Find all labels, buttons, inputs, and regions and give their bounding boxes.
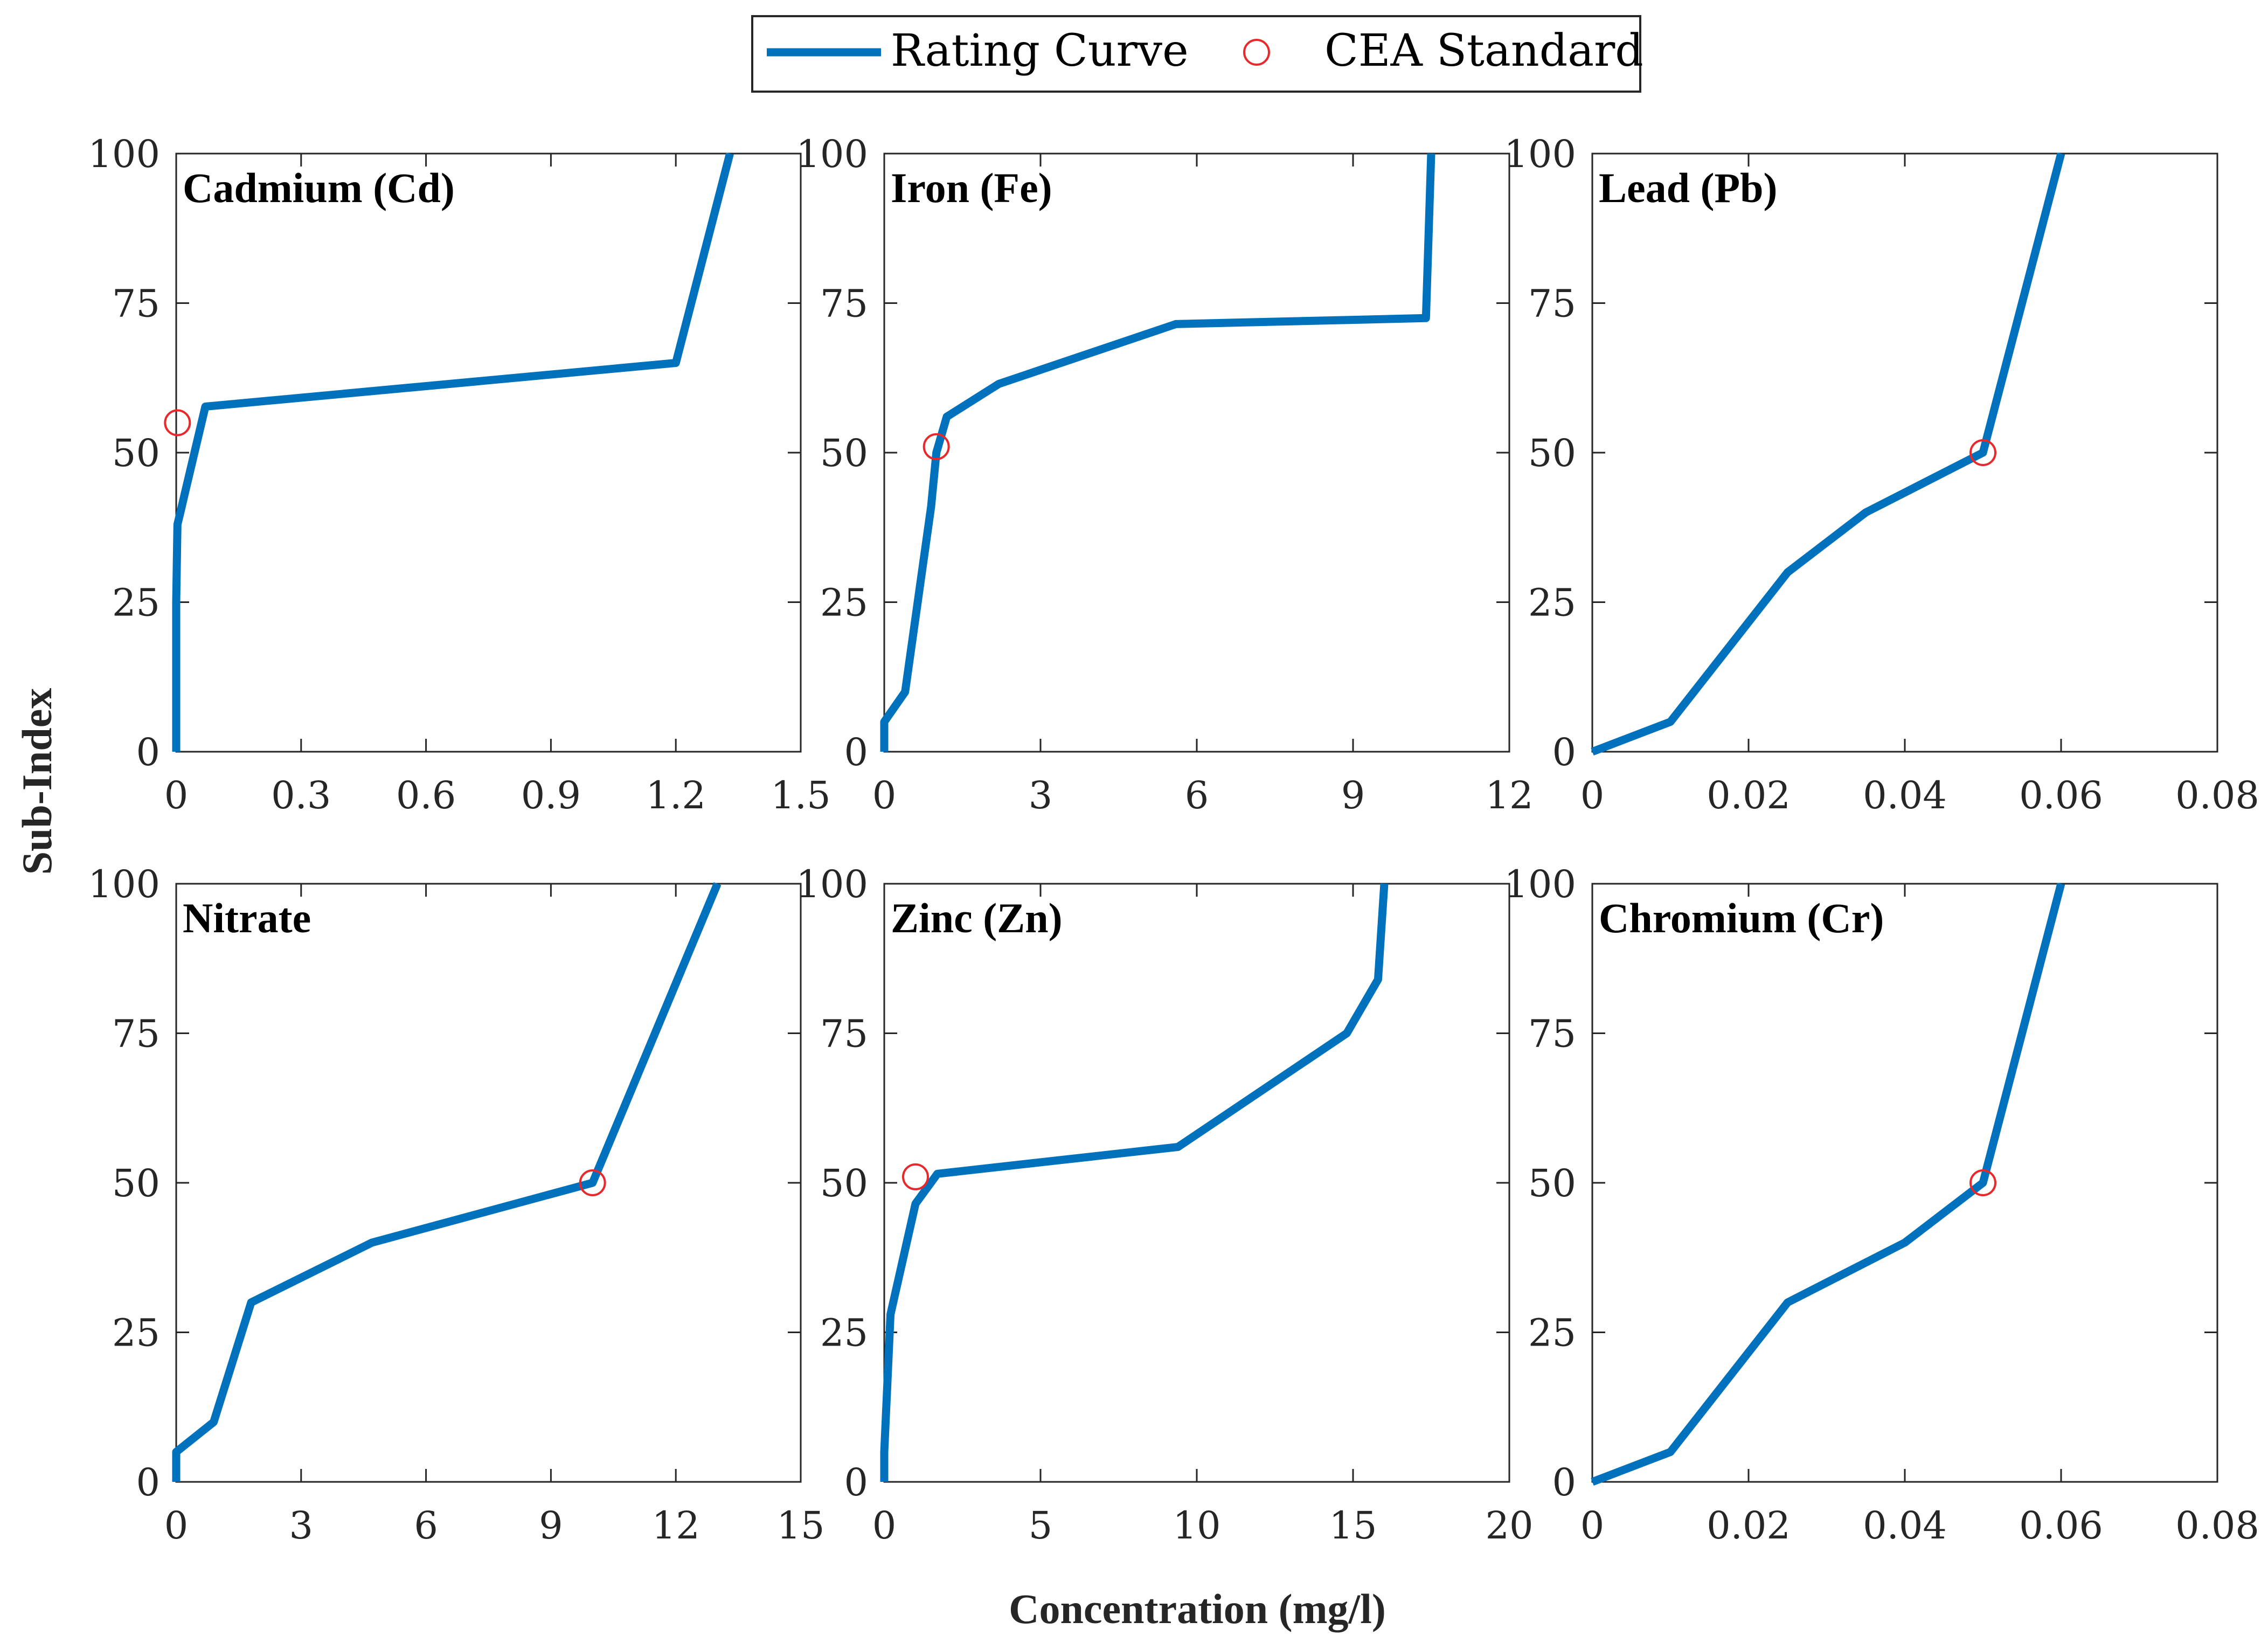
x-tick-label-iron-fe: 0 xyxy=(872,773,897,817)
y-tick-label-cadmium-cd: 50 xyxy=(112,431,160,475)
x-tick-label-cadmium-cd: 0.6 xyxy=(396,773,456,817)
y-tick-label-iron-fe: 100 xyxy=(796,132,868,176)
x-tick-label-iron-fe: 12 xyxy=(1485,773,1533,817)
legend: Rating Curve CEA Standard xyxy=(751,15,1643,93)
x-tick-label-nitrate: 6 xyxy=(414,1503,438,1548)
x-tick-label-cadmium-cd: 1.5 xyxy=(771,773,830,817)
cea-standard-marker-cadmium-cd xyxy=(164,409,191,436)
x-tick-label-zinc-zn: 0 xyxy=(872,1503,897,1548)
x-tick-label-iron-fe: 3 xyxy=(1029,773,1053,817)
x-tick-label-lead-pb: 0.08 xyxy=(2175,773,2259,817)
x-tick-label-lead-pb: 0 xyxy=(1580,773,1605,817)
y-tick-label-iron-fe: 75 xyxy=(820,282,868,326)
panel-title-zinc-zn: Zinc (Zn) xyxy=(891,895,1063,941)
x-tick-label-chromium-cr: 0.06 xyxy=(2019,1503,2103,1548)
y-tick-label-nitrate: 75 xyxy=(112,1012,160,1056)
panel-iron-fe: 0 3 6 9 12 0 25 50 75 100 Iron (Fe) xyxy=(796,132,1533,817)
y-tick-label-nitrate: 50 xyxy=(112,1161,160,1205)
panel-zinc-zn: 0 5 10 15 20 0 25 50 75 100 Zinc (Zn) xyxy=(796,862,1533,1548)
y-tick-label-zinc-zn: 25 xyxy=(820,1311,868,1355)
legend-label-rating-curve: Rating Curve xyxy=(891,25,1189,77)
panel-lead-pb: 0 0.02 0.04 0.06 0.08 0 25 50 75 100 Lead (Pb) xyxy=(1504,132,2259,817)
y-tick-label-lead-pb: 25 xyxy=(1528,581,1576,625)
x-tick-label-nitrate: 9 xyxy=(539,1503,563,1548)
panel-title-iron-fe: Iron (Fe) xyxy=(891,164,1052,211)
x-tick-label-iron-fe: 6 xyxy=(1185,773,1209,817)
x-tick-label-cadmium-cd: 0.9 xyxy=(521,773,581,817)
y-tick-label-zinc-zn: 100 xyxy=(796,862,868,906)
panel-cadmium-cd: 0 0.3 0.6 0.9 1.2 1.5 0 25 50 75 100 Cadmium (Cd) xyxy=(88,132,830,817)
y-tick-label-zinc-zn: 0 xyxy=(844,1460,868,1505)
x-tick-label-cadmium-cd: 1.2 xyxy=(646,773,706,817)
y-tick-label-chromium-cr: 50 xyxy=(1528,1161,1576,1205)
y-tick-label-cadmium-cd: 100 xyxy=(88,132,160,176)
x-axis-title: Concentration (mg/l) xyxy=(1009,1585,1386,1632)
cea-standard-marker-lead-pb xyxy=(1969,439,1996,466)
x-tick-label-chromium-cr: 0 xyxy=(1580,1503,1605,1548)
y-tick-label-cadmium-cd: 75 xyxy=(112,282,160,326)
x-tick-label-lead-pb: 0.02 xyxy=(1707,773,1791,817)
x-tick-label-nitrate: 3 xyxy=(289,1503,314,1548)
y-tick-label-lead-pb: 0 xyxy=(1552,730,1576,774)
panel-chromium-cr: 0 0.02 0.04 0.06 0.08 0 25 50 75 100 Chromium (Cr) xyxy=(1504,862,2259,1548)
y-tick-label-nitrate: 100 xyxy=(88,862,160,906)
panel-title-chromium-cr: Chromium (Cr) xyxy=(1599,895,1884,941)
x-tick-label-zinc-zn: 10 xyxy=(1173,1503,1220,1548)
y-axis-title: Sub-Index xyxy=(13,688,60,875)
y-tick-label-cadmium-cd: 25 xyxy=(112,581,160,625)
x-tick-label-cadmium-cd: 0.3 xyxy=(271,773,331,817)
x-tick-label-lead-pb: 0.06 xyxy=(2019,773,2103,817)
x-tick-label-zinc-zn: 5 xyxy=(1029,1503,1053,1548)
cea-standard-marker-zinc-zn xyxy=(902,1163,929,1190)
x-tick-label-chromium-cr: 0.02 xyxy=(1707,1503,1791,1548)
y-tick-label-zinc-zn: 50 xyxy=(820,1161,868,1205)
y-tick-label-lead-pb: 100 xyxy=(1504,132,1576,176)
x-tick-label-zinc-zn: 15 xyxy=(1329,1503,1377,1548)
rating-curve-line-zinc-zn xyxy=(880,883,1389,1482)
x-tick-label-cadmium-cd: 0 xyxy=(164,773,189,817)
rating-curve-line-nitrate xyxy=(172,882,722,1482)
panel-title-cadmium-cd: Cadmium (Cd) xyxy=(183,164,455,211)
cea-standard-marker-nitrate xyxy=(579,1169,606,1196)
x-tick-label-chromium-cr: 0.08 xyxy=(2175,1503,2259,1548)
cea-standard-marker-iron-fe xyxy=(923,433,950,460)
rating-curve-line-cadmium-cd xyxy=(172,152,734,752)
x-tick-label-chromium-cr: 0.04 xyxy=(1863,1503,1947,1548)
y-tick-label-chromium-cr: 0 xyxy=(1552,1460,1576,1505)
y-tick-label-zinc-zn: 75 xyxy=(820,1012,868,1056)
y-tick-label-chromium-cr: 75 xyxy=(1528,1012,1576,1056)
x-tick-label-zinc-zn: 20 xyxy=(1485,1503,1533,1548)
x-tick-label-nitrate: 15 xyxy=(776,1503,824,1548)
y-tick-label-chromium-cr: 25 xyxy=(1528,1311,1576,1355)
y-tick-label-iron-fe: 50 xyxy=(820,431,868,475)
panel-title-nitrate: Nitrate xyxy=(183,895,311,941)
cea-standard-marker-chromium-cr xyxy=(1969,1169,1996,1196)
panel-nitrate: 0 3 6 9 12 15 0 25 50 75 100 Nitrate xyxy=(88,862,824,1548)
y-tick-label-iron-fe: 0 xyxy=(844,730,868,774)
legend-label-cea-standard: CEA Standard xyxy=(1324,25,1643,77)
x-tick-label-lead-pb: 0.04 xyxy=(1863,773,1947,817)
panel-title-lead-pb: Lead (Pb) xyxy=(1599,164,1778,211)
y-tick-label-lead-pb: 50 xyxy=(1528,431,1576,475)
y-tick-label-chromium-cr: 100 xyxy=(1504,862,1576,906)
y-tick-label-iron-fe: 25 xyxy=(820,581,868,625)
rating-curve-line-lead-pb xyxy=(1591,152,2065,756)
y-tick-label-nitrate: 0 xyxy=(136,1460,160,1505)
legend-marker-swatch xyxy=(1243,39,1270,66)
y-tick-label-lead-pb: 75 xyxy=(1528,282,1576,326)
rating-curve-line-chromium-cr xyxy=(1591,883,2065,1486)
x-tick-label-nitrate: 0 xyxy=(164,1503,189,1548)
y-tick-label-cadmium-cd: 0 xyxy=(136,730,160,774)
x-tick-label-nitrate: 12 xyxy=(652,1503,700,1548)
legend-box xyxy=(751,15,1641,93)
y-tick-label-nitrate: 25 xyxy=(112,1311,160,1355)
x-tick-label-iron-fe: 9 xyxy=(1341,773,1365,817)
